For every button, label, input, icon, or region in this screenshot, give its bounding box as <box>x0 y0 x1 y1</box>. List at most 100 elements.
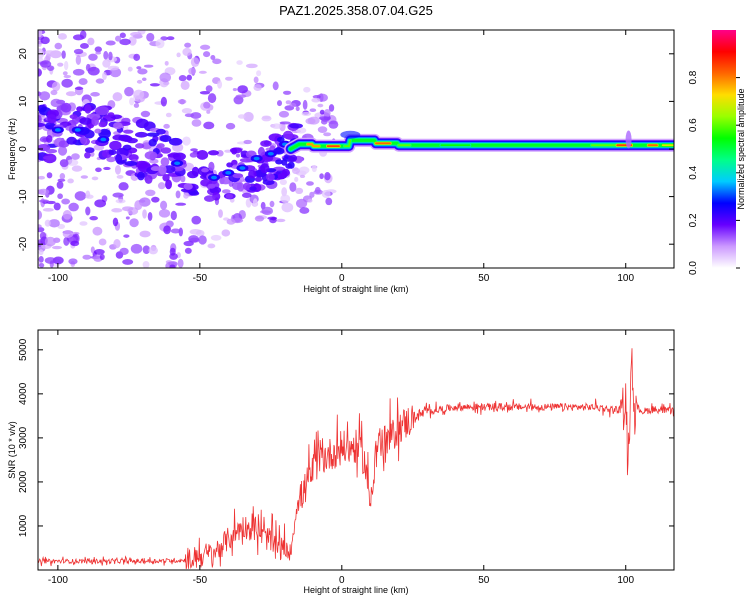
noise-blob <box>206 109 211 114</box>
noise-blob <box>121 206 134 212</box>
cluster-blob <box>220 176 232 185</box>
noise-blob <box>90 92 100 97</box>
noise-blob <box>79 43 89 49</box>
colorbar-tick-label: 0.0 <box>688 261 699 275</box>
cluster-blob <box>208 161 215 172</box>
noise-blob <box>75 54 82 65</box>
noise-blob <box>301 111 312 117</box>
cluster-blob <box>69 114 78 120</box>
noise-blob <box>56 180 64 189</box>
spectrogram-x-label: Height of straight line (km) <box>303 284 408 294</box>
noise-blob <box>177 99 187 105</box>
colorbar-gradient <box>712 30 736 268</box>
noise-blob <box>99 253 105 261</box>
noise-blob <box>54 42 63 50</box>
noise-blob <box>198 235 207 245</box>
noise-blob <box>151 196 160 203</box>
cluster-blob <box>128 154 139 161</box>
cluster-blob <box>204 195 215 202</box>
noise-blob <box>254 215 265 222</box>
noise-blob <box>319 109 325 115</box>
y-tick-label: 0 <box>18 146 29 152</box>
x-tick-label: 50 <box>478 273 490 284</box>
noise-blob <box>279 179 287 186</box>
noise-blob <box>129 97 135 106</box>
noise-blob <box>207 243 216 249</box>
noise-blob <box>184 247 192 254</box>
cluster-blob <box>84 147 95 154</box>
cluster-blob <box>189 152 198 158</box>
spectrogram-y-label: Frequency (Hz) <box>7 118 17 180</box>
cluster-blob <box>95 106 109 116</box>
noise-blob <box>38 226 45 233</box>
noise-blob <box>277 100 283 107</box>
noise-blob <box>140 110 151 118</box>
noise-blob <box>57 178 66 182</box>
noise-blob <box>79 221 88 226</box>
cluster-blob <box>124 160 138 166</box>
cluster-blob <box>108 149 117 156</box>
noise-blob <box>157 182 166 190</box>
noise-blob <box>44 50 56 55</box>
noise-blob <box>289 102 297 108</box>
noise-blob <box>112 208 120 213</box>
cluster-blob <box>115 153 123 164</box>
noise-blob <box>141 77 147 82</box>
noise-blob <box>125 216 130 220</box>
noise-blob <box>79 30 87 39</box>
cluster-blob <box>155 128 166 135</box>
cluster-blob <box>207 150 220 156</box>
noise-blob <box>320 119 328 125</box>
x-tick-label: -50 <box>193 273 208 284</box>
cluster-blob <box>196 150 209 160</box>
noise-blob <box>321 189 331 198</box>
cluster-blob <box>59 159 69 168</box>
noise-blob <box>52 256 64 265</box>
cluster-blob <box>183 183 193 190</box>
cluster-blob <box>113 122 123 130</box>
y-tick-label: 5000 <box>18 338 29 361</box>
noise-blob <box>73 48 84 55</box>
band-peak <box>306 143 320 147</box>
cluster-blob <box>289 123 303 129</box>
noise-blob <box>130 243 143 254</box>
cluster-blob <box>231 147 238 155</box>
noise-blob <box>38 115 42 124</box>
cluster-blob <box>248 169 257 179</box>
noise-blob <box>147 211 153 221</box>
noise-blob <box>113 239 121 249</box>
noise-blob <box>59 173 66 180</box>
noise-blob <box>309 191 315 198</box>
cluster-blob <box>45 148 58 154</box>
noise-blob <box>177 258 184 268</box>
noise-blob <box>203 101 211 109</box>
y-tick-label: -10 <box>18 189 29 204</box>
noise-blob <box>218 209 223 218</box>
cluster-blob <box>276 136 285 143</box>
cluster-blob <box>260 140 272 147</box>
snr-panel: -100 -50 0 50 100 1000 2000 3000 4000 5000 Heigh… <box>7 329 675 595</box>
y-tick-label: -20 <box>18 237 29 252</box>
noise-blob <box>57 33 67 40</box>
noise-blob <box>295 127 307 134</box>
noise-blob <box>198 70 207 74</box>
noise-blob <box>183 192 189 199</box>
snr-series-line <box>38 348 674 570</box>
noise-blob <box>253 198 258 207</box>
cluster-blob <box>249 186 257 191</box>
noise-blob <box>312 94 321 99</box>
noise-blob <box>212 58 222 65</box>
cluster-blob <box>275 159 283 165</box>
cluster-blob <box>285 163 293 169</box>
spectrogram-y-ticks: -20 -10 0 10 20 <box>18 48 674 252</box>
cluster-blob <box>188 191 200 196</box>
cluster-blob <box>165 179 172 190</box>
cluster-blob <box>91 116 99 126</box>
noise-blob <box>243 111 254 122</box>
noise-blob <box>72 68 85 76</box>
noise-blob <box>245 63 258 69</box>
hotspot-inner <box>253 156 260 161</box>
noise-blob <box>136 66 142 70</box>
noise-blob <box>170 228 181 234</box>
noise-blob <box>71 153 80 160</box>
